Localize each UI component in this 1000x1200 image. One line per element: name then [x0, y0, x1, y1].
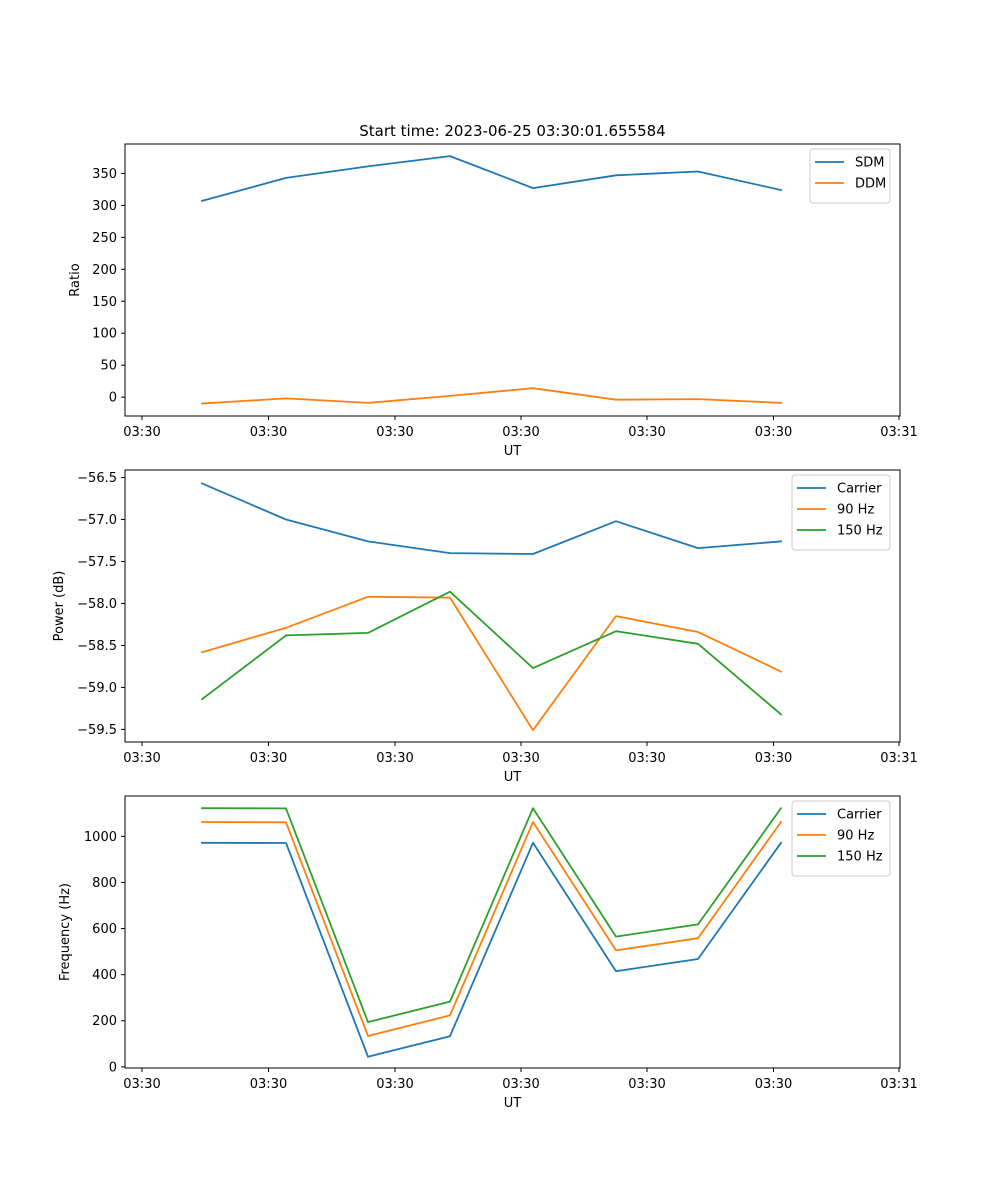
- x-tick-label: 03:30: [755, 751, 792, 766]
- x-tick-label: 03:30: [502, 751, 539, 766]
- y-tick-label: 200: [92, 263, 117, 278]
- series-group: [200, 155, 783, 405]
- series-line-150-hz: [200, 590, 783, 716]
- x-tick-label: 03:30: [123, 751, 160, 766]
- y-tick-label: 600: [92, 922, 117, 937]
- y-tick-label: −58.0: [77, 597, 117, 612]
- x-tick-label: 03:30: [502, 1077, 539, 1092]
- x-tick-label: 03:30: [755, 1077, 792, 1092]
- series-line-90-hz: [200, 595, 783, 732]
- panel-1: 03:30 03:30 03:30 03:30 03:30 03:30 03:31 0 50 10…: [68, 143, 918, 459]
- legend-label: 90 Hz: [837, 503, 874, 518]
- x-axis-label: UT: [504, 770, 522, 785]
- x-tick-label: 03:30: [628, 425, 665, 440]
- y-tick-label: −59.5: [77, 723, 117, 738]
- y-tick-label: −59.0: [77, 681, 117, 696]
- y-tick-label: −57.5: [77, 555, 117, 570]
- panels: 03:30 03:30 03:30 03:30 03:30 03:30 03:31 0 50 10…: [52, 143, 918, 1111]
- legend-label: 150 Hz: [837, 524, 883, 539]
- x-tick-label: 03:30: [376, 751, 413, 766]
- legend-box: [791, 474, 891, 551]
- y-axis-label: Power (dB): [52, 571, 67, 642]
- x-tick-label: 03:30: [250, 1077, 287, 1092]
- y-tick-label: −56.5: [77, 471, 117, 486]
- legend-label: SDM: [855, 156, 884, 171]
- series-line-90-hz: [201, 820, 783, 1037]
- y-tick-label: 250: [92, 231, 117, 246]
- x-tick-label: 03:30: [628, 751, 665, 766]
- axes-frame: [124, 795, 901, 1069]
- x-tick-label: 03:31: [880, 751, 917, 766]
- y-axis-label: Ratio: [68, 263, 83, 296]
- y-tick-label: 100: [92, 327, 117, 342]
- legend-label: 90 Hz: [837, 829, 874, 844]
- y-tick-label: 50: [100, 359, 117, 374]
- x-tick-label: 03:30: [250, 425, 287, 440]
- y-tick-label: 200: [92, 1014, 117, 1029]
- legend-label: Carrier: [837, 808, 882, 823]
- series-group: [200, 482, 783, 732]
- series-group: [201, 806, 783, 1058]
- y-tick-label: −57.0: [77, 513, 117, 528]
- series-line-150-hz: [201, 806, 783, 1023]
- legend-label: 150 Hz: [837, 850, 883, 865]
- series-line-carrier: [200, 482, 782, 555]
- y-tick-label: 300: [92, 199, 117, 214]
- x-tick-label: 03:30: [123, 1077, 160, 1092]
- legend-label: Carrier: [837, 482, 882, 497]
- x-axis-label: UT: [504, 444, 522, 459]
- x-axis-label: UT: [504, 1096, 522, 1111]
- series-line-ddm: [201, 387, 782, 405]
- legend-label: DDM: [855, 177, 886, 192]
- y-tick-label: 0: [109, 391, 117, 406]
- y-axis-label: Frequency (Hz): [58, 883, 73, 981]
- y-tick-label: 1000: [84, 830, 117, 845]
- legend: Carrier 90 Hz 150 Hz: [791, 800, 891, 877]
- x-tick-label: 03:30: [755, 425, 792, 440]
- axes-frame: [124, 143, 901, 417]
- legend: SDM DDM: [809, 148, 891, 204]
- x-tick-label: 03:31: [880, 425, 917, 440]
- x-tick-label: 03:30: [628, 1077, 665, 1092]
- y-tick-label: −58.5: [77, 639, 117, 654]
- legend: Carrier 90 Hz 150 Hz: [791, 474, 891, 551]
- axes-frame: [124, 469, 901, 743]
- y-tick-label: 350: [92, 167, 117, 182]
- y-tick-label: 150: [92, 295, 117, 310]
- legend-box: [791, 800, 891, 877]
- figure-title: Start time: 2023-06-25 03:30:01.655584: [359, 122, 665, 140]
- x-tick-label: 03:30: [502, 425, 539, 440]
- x-tick-label: 03:30: [376, 425, 413, 440]
- y-tick-label: 0: [109, 1060, 117, 1075]
- panel-2: 03:30 03:30 03:30 03:30 03:30 03:30 03:31 −59.5…: [52, 469, 918, 785]
- panel-3: 03:30 03:30 03:30 03:30 03:30 03:30 03:31 0 200 4…: [58, 795, 918, 1111]
- x-tick-label: 03:30: [123, 425, 160, 440]
- x-tick-label: 03:30: [250, 751, 287, 766]
- y-tick-label: 800: [92, 876, 117, 891]
- y-tick-label: 400: [92, 968, 117, 983]
- x-tick-label: 03:31: [880, 1077, 917, 1092]
- series-line-sdm: [200, 155, 783, 203]
- series-line-carrier: [201, 841, 783, 1058]
- x-tick-label: 03:30: [376, 1077, 413, 1092]
